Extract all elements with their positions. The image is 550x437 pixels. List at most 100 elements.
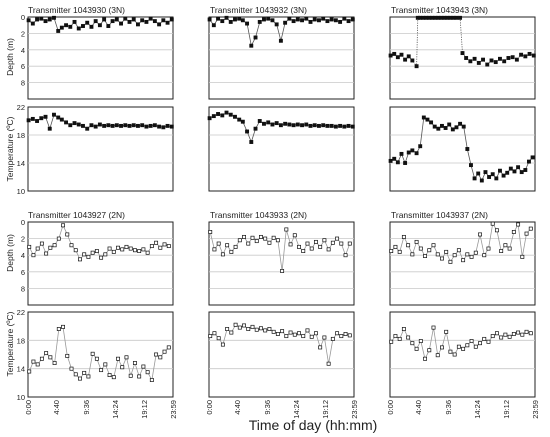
panel-title-5: Transmitter 1043933 (2N) — [210, 210, 307, 220]
data-point — [431, 243, 436, 248]
ylabel-temp-top: Temperature (ºC) — [5, 116, 15, 181]
data-point — [86, 254, 91, 259]
y-tick-label: 22 — [17, 308, 25, 317]
data-point — [216, 336, 221, 341]
panels-container: 0 2 4 6 8 10 14 18 22 0 2 4 6 8 10 14 18 22 0:00 4:40 9:36 14… — [17, 13, 540, 419]
x-tick-label: 23:59 — [169, 400, 178, 419]
data-point — [208, 334, 213, 339]
data-point — [68, 123, 73, 128]
panel-3-depth — [388, 15, 536, 100]
series-line — [390, 327, 531, 360]
data-point — [136, 22, 140, 27]
data-point — [267, 240, 272, 245]
data-point — [275, 332, 280, 336]
panel-5-temperature: 0:00 4:40 9:36 14:24 19:12 23:59 — [205, 311, 359, 419]
panel-title-6: Transmitter 1043937 (2N) — [391, 210, 488, 220]
data-point — [335, 331, 340, 336]
data-point — [392, 51, 397, 56]
data-point — [274, 22, 279, 27]
plot-frame — [208, 311, 355, 398]
data-point — [512, 169, 517, 174]
data-point — [233, 17, 237, 22]
data-point — [333, 124, 338, 129]
data-point — [81, 24, 85, 28]
data-point — [93, 19, 98, 24]
data-point — [224, 110, 229, 115]
x-tick-label: 23:59 — [350, 400, 359, 419]
data-point — [292, 332, 297, 337]
data-point — [465, 147, 470, 151]
data-point — [431, 325, 436, 330]
data-point — [527, 51, 532, 56]
data-point — [418, 246, 423, 251]
data-point — [242, 234, 246, 239]
data-point — [498, 56, 502, 61]
data-point — [271, 235, 276, 240]
panel-3-temperature — [388, 106, 536, 192]
data-point — [472, 176, 477, 181]
data-point — [519, 52, 524, 57]
data-point — [297, 331, 301, 336]
data-point — [406, 335, 411, 340]
data-point — [137, 249, 142, 253]
plot-frame — [208, 106, 355, 192]
panel-6-depth — [389, 221, 536, 306]
y-tick-label: 6 — [21, 268, 25, 277]
data-point — [270, 122, 275, 127]
data-point — [450, 127, 455, 132]
data-point — [389, 249, 394, 253]
data-point — [325, 19, 330, 24]
data-point — [225, 243, 230, 248]
data-point — [59, 25, 64, 30]
data-point — [476, 171, 481, 176]
data-point — [440, 123, 444, 128]
data-point — [228, 19, 233, 24]
data-point — [136, 123, 140, 128]
data-point — [128, 246, 133, 251]
data-point — [410, 148, 415, 153]
data-point — [228, 112, 233, 117]
data-point — [397, 336, 402, 341]
data-point — [493, 60, 498, 65]
data-point — [26, 118, 31, 123]
data-point — [124, 244, 129, 249]
data-point — [56, 327, 61, 331]
data-point — [229, 249, 234, 254]
data-point — [427, 248, 432, 253]
data-point — [257, 19, 262, 24]
data-point — [499, 335, 504, 340]
data-point — [72, 19, 77, 24]
data-point — [56, 28, 61, 33]
data-point — [478, 232, 482, 237]
data-point — [65, 232, 70, 237]
x-tick-label: 14:24 — [473, 400, 482, 419]
data-point — [312, 123, 317, 128]
data-point — [478, 341, 482, 346]
data-point — [308, 123, 313, 128]
data-point — [78, 257, 82, 262]
data-point — [507, 334, 512, 339]
data-point — [339, 241, 344, 246]
data-point — [93, 124, 98, 129]
y-tick-label: 0 — [21, 218, 25, 227]
data-point — [283, 121, 288, 126]
data-point — [427, 348, 432, 353]
data-point — [329, 17, 334, 22]
data-point — [456, 344, 461, 349]
data-point — [300, 123, 304, 128]
data-point — [406, 243, 411, 248]
data-point — [52, 112, 56, 117]
data-point — [259, 234, 263, 239]
data-point — [257, 119, 262, 123]
data-point — [249, 43, 254, 48]
data-point — [242, 323, 246, 328]
data-point — [64, 120, 69, 125]
y-tick-label: 18 — [17, 336, 25, 345]
data-point — [347, 241, 352, 246]
y-tick-label: 4 — [21, 46, 25, 55]
data-point — [161, 125, 166, 130]
x-tick-label: 19:12 — [321, 400, 330, 419]
data-point — [388, 53, 393, 58]
data-point — [89, 123, 94, 128]
